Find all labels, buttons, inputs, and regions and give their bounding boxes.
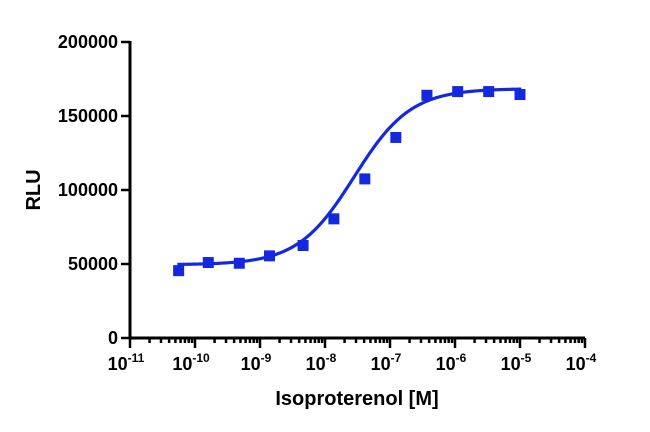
x-tick-label: 10-6 [436, 351, 467, 374]
x-tick-base: 10 [108, 354, 128, 374]
x-tick-exponent: -5 [521, 351, 532, 365]
x-tick-base: 10 [241, 354, 261, 374]
x-tick-label: 10-4 [566, 351, 597, 374]
y-tick-label: 150000 [58, 106, 118, 126]
data-point [421, 89, 433, 101]
data-point [233, 257, 245, 269]
x-tick-exponent: -7 [391, 351, 402, 365]
x-tick-base: 10 [306, 354, 326, 374]
x-tick-exponent: -9 [261, 351, 272, 365]
data-point [514, 89, 526, 101]
data-point [359, 173, 371, 185]
y-axis-title: RLU [23, 169, 45, 210]
x-tick-label: 10-10 [172, 351, 210, 374]
y-tick-label: 200000 [58, 32, 118, 52]
x-tick-label: 10-11 [108, 351, 145, 374]
x-tick-base: 10 [501, 354, 521, 374]
x-tick-label: 10-5 [501, 351, 532, 374]
y-tick-label: 0 [108, 328, 118, 348]
x-tick-exponent: -6 [456, 351, 467, 365]
x-axis-title: Isoproterenol [M] [275, 388, 438, 410]
data-point [297, 240, 309, 251]
data-point [263, 250, 275, 262]
data-point [483, 86, 495, 98]
x-tick-exponent: -10 [192, 351, 210, 365]
x-tick-base: 10 [436, 354, 456, 374]
x-tick-label: 10-7 [371, 351, 402, 374]
x-tick-base: 10 [371, 354, 391, 374]
data-point [452, 86, 464, 98]
x-tick-exponent: -4 [586, 351, 597, 365]
data-point [328, 213, 340, 225]
data-point [173, 265, 185, 277]
data-point [390, 131, 402, 143]
data-point [202, 257, 214, 269]
x-tick-exponent: -8 [326, 351, 337, 365]
x-tick-exponent: -11 [128, 351, 145, 365]
x-tick-base: 10 [172, 354, 192, 374]
x-tick-label: 10-9 [241, 351, 272, 374]
fit-curve [177, 87, 522, 267]
fit-curve-layer [177, 87, 522, 267]
y-tick-label: 100000 [58, 180, 118, 200]
x-tick-base: 10 [566, 354, 586, 374]
x-tick-label: 10-8 [306, 351, 337, 374]
y-tick-label: 50000 [68, 254, 118, 274]
data-points [173, 86, 526, 277]
